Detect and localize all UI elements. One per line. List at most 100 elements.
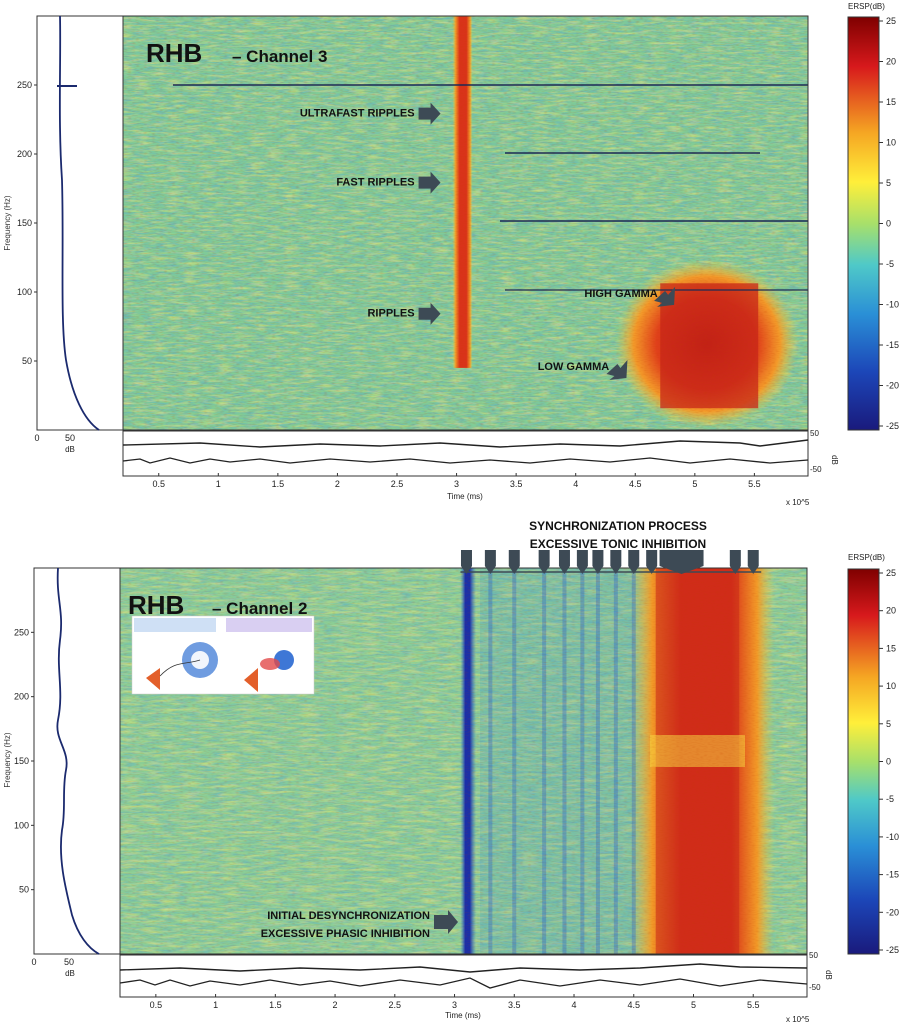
sync-marker-icon: [592, 550, 604, 574]
top-annotation-line-2: EXCESSIVE TONIC INHIBITION: [530, 537, 706, 551]
trace-label-top: 50: [809, 951, 818, 960]
y-axis-ticks: 50 100 150 200 250: [14, 627, 34, 895]
colorbar-tick-label: -10: [886, 832, 899, 842]
x-tick-label: 4: [573, 479, 578, 489]
x-tick-label: 2: [335, 479, 340, 489]
x-tick-label: 1.5: [269, 1000, 282, 1010]
annotation-label: FAST RIPPLES: [336, 177, 414, 189]
arrow-icon: [418, 302, 441, 325]
x-tick-label: 4: [572, 1000, 577, 1010]
colorbar-tick-label: 5: [886, 178, 891, 188]
sync-marker-icon: [610, 550, 622, 574]
x-tick-label: 3.5: [510, 479, 523, 489]
colorbar: [847, 568, 880, 955]
sync-marker-icon: [508, 550, 520, 574]
trace-strip: [119, 954, 808, 998]
annotation-label: HIGH GAMMA: [584, 288, 657, 300]
y-axis-ticks: 50 100 150 200 250: [17, 80, 37, 366]
inset-header-right: [226, 618, 312, 632]
arrow-icon: [434, 910, 458, 934]
side-tick-50: 50: [64, 957, 74, 967]
arrow-icon: [606, 360, 628, 381]
inset-header-left: [134, 618, 216, 632]
side-spectrum-line: [58, 15, 100, 431]
x-tick-label: 3: [452, 1000, 457, 1010]
sync-marker-icon: [558, 550, 570, 574]
x-tick-label: 1: [216, 479, 221, 489]
side-spectrum-frame: [33, 567, 121, 955]
x-tick-label: 5.5: [748, 479, 761, 489]
x-tick-label: 5: [691, 1000, 696, 1010]
sync-markers: [460, 550, 762, 574]
heatmap-channel-3: [123, 16, 808, 430]
trace-label-unit: dB: [824, 970, 833, 980]
arrow-icon: [418, 102, 441, 125]
arrow-icon: [418, 171, 441, 194]
side-spectrum-frame: [36, 15, 124, 431]
y-tick-label: 150: [14, 756, 29, 766]
x-tick-label: 1: [213, 1000, 218, 1010]
y-tick-label: 100: [14, 820, 29, 830]
colorbar-tick-label: -15: [886, 870, 899, 880]
x-tick-label: 3: [454, 479, 459, 489]
y-tick-label: 150: [17, 218, 32, 228]
sync-marker-icon: [729, 550, 741, 574]
arrow-icon: [654, 286, 676, 307]
trace-label-top: 50: [810, 429, 819, 438]
sync-marker-icon: [484, 550, 496, 574]
y-tick-label: 200: [17, 149, 32, 159]
colorbar-tick-label: 10: [886, 138, 896, 148]
neuron-inset: [131, 615, 315, 695]
colorbar-tick-label: -20: [886, 381, 899, 391]
side-spectrum-line: [56, 567, 100, 955]
colorbar-tick-label: 15: [886, 97, 896, 107]
x-tick-label: 0.5: [150, 1000, 163, 1010]
colorbar-ticks: 25 20 15 10 5 0 -5 -10 -15 -20 -25: [879, 568, 899, 955]
y-tick-label: 250: [14, 627, 29, 637]
y-tick-label: 200: [14, 692, 29, 702]
colorbar-tick-label: 10: [886, 681, 896, 691]
colorbar: [847, 16, 880, 431]
side-tick-50: 50: [65, 433, 75, 443]
bottom-annotation-line-2: EXCESSIVE PHASIC INHIBITION: [261, 928, 430, 940]
colorbar-tick-label: 25: [886, 16, 896, 26]
trace-lower: [122, 457, 809, 464]
x-axis-ticks: 0.5 1 1.5 2 2.5 3 3.5 4 4.5 5 5.5: [152, 473, 761, 489]
colorbar-tick-label: 15: [886, 643, 896, 653]
side-xlabel: dB: [65, 445, 75, 454]
side-xlabel: dB: [65, 969, 75, 978]
x-axis-exponent: x 10^5: [786, 498, 810, 507]
heatmap-frame: [122, 15, 809, 431]
top-annotation-line-1: SYNCHRONIZATION PROCESS: [529, 519, 707, 533]
trace-label-bottom: -50: [809, 983, 821, 992]
sync-marker-icon: [659, 550, 704, 574]
colorbar-tick-label: 20: [886, 57, 896, 67]
heatmap-streaks: [123, 16, 808, 430]
pyramidal-cell-icon: [244, 668, 258, 692]
colorbar-tick-label: -5: [886, 259, 894, 269]
sync-marker-icon: [747, 550, 759, 574]
x-tick-label: 2.5: [391, 479, 404, 489]
y-tick-label: 50: [22, 356, 32, 366]
side-tick-0: 0: [34, 433, 39, 443]
colorbar-label: ERSP(dB): [848, 2, 885, 11]
colorbar-label: ERSP(dB): [848, 553, 885, 562]
x-tick-label: 5: [692, 479, 697, 489]
colorbar-tick-label: 25: [886, 568, 896, 578]
y-tick-label: 100: [17, 287, 32, 297]
x-axis-label: Time (ms): [445, 1011, 481, 1020]
annotation-label: LOW GAMMA: [538, 361, 610, 373]
y-axis-label: Frequency (Hz): [3, 195, 12, 250]
y-axis-label: Frequency (Hz): [3, 732, 12, 787]
synapse-icon: [260, 658, 280, 670]
trace-lower: [119, 977, 808, 989]
panel-title: RHB: [146, 38, 202, 68]
side-tick-0: 0: [31, 957, 36, 967]
colorbar-ticks: 25 20 15 10 5 0 -5 -10 -15 -20 -25: [879, 16, 899, 431]
trace-upper: [122, 439, 809, 448]
x-tick-label: 1.5: [272, 479, 285, 489]
x-tick-label: 3.5: [508, 1000, 521, 1010]
pyramidal-cell-icon: [146, 668, 160, 690]
